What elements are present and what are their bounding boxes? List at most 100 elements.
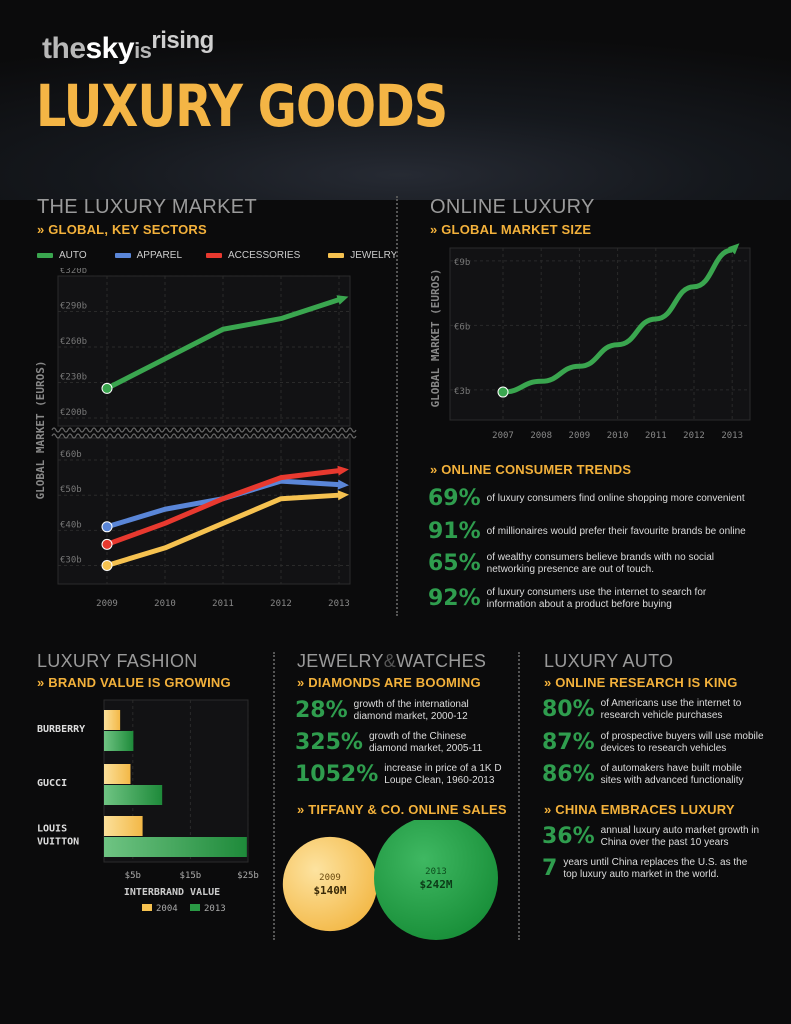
brand-label: LOUIS [37, 824, 67, 835]
diamond-text: increase in price of a 1K D Loupe Clean,… [384, 762, 502, 786]
series-point-auto [101, 382, 113, 394]
auto-stat: 80% of Americans use the internet to res… [542, 697, 772, 722]
subtitle-key-sectors: » GLOBAL, KEY SECTORS [37, 222, 207, 237]
x-tick-label: $5b [125, 871, 141, 881]
diamond-text: growth of the Chinese diamond market, 20… [368, 730, 483, 754]
brand-word-is: is [134, 38, 152, 63]
brand-label: GUCCI [37, 778, 67, 789]
bar-2004 [104, 816, 143, 836]
legend-label-jewelry: JEWELRY [350, 250, 398, 261]
legend-swatch-jewelry [328, 253, 345, 258]
bar-2004 [104, 710, 121, 730]
axis-break-line [51, 433, 357, 439]
trend-stat: 69% of luxury consumers find online shop… [428, 486, 768, 511]
brand-value-chart: BURBERRY GUCCI LOUIS VUITTON $5b $15b $25b INTE… [37, 699, 259, 914]
legend-label-accessories: ACCESSORIES [228, 250, 301, 261]
axis-break-line [51, 427, 357, 433]
brand-label: BURBERRY [37, 724, 85, 735]
subtitle-diamonds: » DIAMONDS ARE BOOMING [297, 675, 481, 690]
page-title: LUXURY GOODS [36, 72, 448, 140]
trend-pct: 69% [428, 486, 481, 511]
china-text: years until China replaces the U.S. as t… [563, 856, 748, 880]
section-title-ampersand: & [383, 651, 397, 671]
x-tick-label: 2008 [530, 431, 552, 441]
y-axis-title: GLOBAL MARKET (EUROS) [34, 360, 47, 499]
section-title-luxury-fashion: LUXURY FASHION [37, 651, 198, 671]
diamond-text: growth of the international diamond mark… [353, 698, 469, 722]
bar-2013 [104, 785, 163, 805]
section-title-watches: WATCHES [396, 651, 487, 671]
y-tick-label: €30b [60, 555, 82, 565]
legend-swatch-2013 [190, 904, 200, 911]
trend-text: of wealthy consumers believe brands with… [486, 551, 715, 575]
auto-pct: 87% [542, 730, 595, 755]
legend-apparel: APPAREL [114, 250, 182, 261]
x-tick-label: 2011 [645, 431, 667, 441]
divider-left [273, 652, 275, 940]
x-tick-label: 2013 [721, 431, 743, 441]
section-title-jewelry: JEWELRY [297, 651, 384, 671]
luxury-market-chart: €200b €230b €260b €290b €320b €30b €40b €50b €60… [34, 268, 357, 609]
section-title-jewelry-watches: JEWELRY&WATCHES [297, 651, 486, 672]
legend-swatch-apparel [114, 253, 131, 258]
y-tick-label: €6b [454, 322, 470, 332]
china-text: annual luxury auto market growth in Chin… [600, 824, 760, 848]
bubble-year-2013: 2013 [425, 867, 447, 877]
upper-panel-frame [57, 275, 351, 427]
series-arrow-apparel [337, 479, 349, 490]
series-point-jewelry [101, 559, 113, 571]
trend-text: of luxury consumers find online shopping… [486, 492, 745, 504]
series-point-accessories [101, 538, 113, 550]
legend-jewelry: JEWELRY [328, 250, 397, 261]
legend-accessories: ACCESSORIES [206, 250, 300, 261]
china-pct: 36% [542, 824, 595, 849]
diamond-pct: 325% [295, 730, 363, 755]
diamond-stat: 28% growth of the international diamond … [295, 698, 515, 723]
header-background [0, 0, 791, 200]
x-tick-label: 2012 [270, 599, 292, 609]
bar-2013 [104, 837, 247, 857]
china-stat: 7 years until China replaces the U.S. as… [542, 856, 772, 881]
series-point-apparel [101, 521, 113, 533]
trend-stat: 65% of wealthy consumers believe brands … [428, 551, 768, 576]
series-line-auto [105, 297, 340, 391]
online-luxury-chart: €3b €6b €9b 2007 2008 2009 2010 2011 2012 2013 GLO… [429, 243, 751, 441]
diamond-pct: 1052% [295, 762, 379, 787]
subtitle-online-trends: » ONLINE CONSUMER TRENDS [430, 462, 632, 477]
y-tick-label: €60b [60, 450, 82, 460]
auto-text: of Americans use the internet to researc… [600, 697, 742, 721]
x-tick-label: 2013 [328, 599, 350, 609]
bubble-year-2009: 2009 [319, 873, 341, 883]
brand-logo: theskyisrising [42, 27, 214, 66]
auto-text: of automakers have built mobile sites wi… [600, 762, 744, 786]
auto-pct: 86% [542, 762, 595, 787]
series-line-accessories [106, 468, 340, 547]
x-tick-label: $25b [237, 871, 259, 881]
trend-text: of luxury consumers use the internet to … [486, 586, 707, 610]
online-series-arrow [728, 243, 740, 255]
section-title-luxury-market: THE LUXURY MARKET [37, 196, 257, 218]
trend-text: of millionaires would prefer their favou… [486, 525, 746, 537]
tiffany-sales-bubbles: 2009$140M 2013$242M [282, 820, 498, 940]
x-tick-label: 2010 [154, 599, 176, 609]
bubble-value-2009: $140M [313, 884, 346, 897]
trend-stat: 92% of luxury consumers use the internet… [428, 586, 768, 611]
trend-pct: 92% [428, 586, 481, 611]
section-title-luxury-auto: LUXURY AUTO [544, 651, 674, 671]
bubble-2013 [374, 820, 498, 940]
bar-2004 [104, 764, 131, 784]
subtitle-global-market-size: » GLOBAL MARKET SIZE [430, 222, 592, 237]
subtitle-brand-value: » BRAND VALUE IS GROWING [37, 675, 231, 690]
auto-text: of prospective buyers will use mobile de… [600, 730, 764, 754]
online-series-point [497, 386, 509, 398]
legend-label-2013: 2013 [204, 904, 226, 914]
subtitle-online-research: » ONLINE RESEARCH IS KING [544, 675, 738, 690]
legend-auto: AUTO [37, 250, 87, 261]
y-axis-title: GLOBAL MARKET (EUROS) [429, 268, 442, 407]
divider-top [396, 196, 398, 616]
auto-stat: 86% of automakers have built mobile site… [542, 762, 772, 787]
y-tick-label: €230b [60, 373, 87, 383]
x-tick-label: 2009 [96, 599, 118, 609]
trend-stat: 91% of millionaires would prefer their f… [428, 519, 768, 544]
y-tick-label: €50b [60, 485, 82, 495]
